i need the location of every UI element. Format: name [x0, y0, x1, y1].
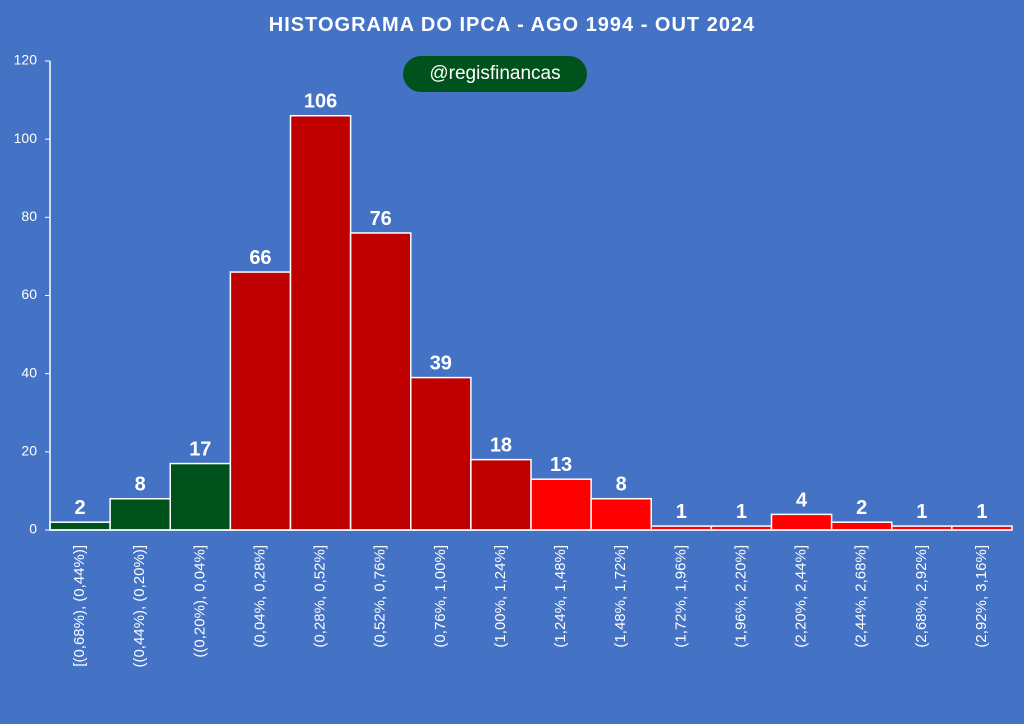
- category-label: (0,28%, 0,52%]: [312, 545, 329, 648]
- histogram-bar: [590, 497, 652, 531]
- data-label: 4: [796, 489, 808, 511]
- category-label: (0,04%, 0,28%]: [251, 545, 268, 648]
- histogram-bar: [49, 521, 111, 531]
- category-label: (0,52%, 0,76%]: [372, 545, 389, 648]
- y-tick-label: 20: [21, 443, 37, 459]
- data-label: 1: [916, 501, 927, 523]
- category-label: ((0,20%), 0,04%]: [191, 545, 208, 658]
- axes-layer: 0 20 40 60 80 100 120: [14, 52, 1012, 537]
- histogram-bar: [770, 513, 833, 531]
- data-label: 2: [856, 497, 867, 519]
- histogram-bar: [530, 478, 592, 531]
- y-tick-label: 80: [21, 208, 37, 224]
- category-label: (1,72%, 1,96%]: [672, 545, 689, 648]
- category-label: (2,68%, 2,92%]: [913, 545, 930, 648]
- handle-badge: @regisfinancas: [403, 56, 587, 92]
- data-label: 1: [976, 501, 987, 523]
- chart-title: HISTOGRAMA DO IPCA - AGO 1994 - OUT 2024: [268, 14, 756, 36]
- category-label: (1,96%, 2,20%]: [732, 545, 749, 648]
- histogram-bar: [410, 376, 472, 531]
- category-label: (1,24%, 1,48%]: [552, 545, 569, 648]
- data-label: 76: [370, 208, 392, 230]
- data-label: 1: [736, 501, 747, 523]
- category-label: (1,48%, 1,72%]: [612, 545, 629, 648]
- category-label: (2,20%, 2,44%]: [793, 545, 810, 648]
- bars-layer: [49, 114, 1013, 531]
- data-label: 106: [304, 91, 337, 113]
- data-label: 8: [135, 474, 146, 496]
- category-label: (0,76%, 1,00%]: [432, 545, 449, 648]
- data-label: 18: [490, 435, 512, 457]
- data-label: 66: [249, 247, 271, 269]
- histogram-bar: [229, 271, 292, 531]
- histogram-bar: [470, 458, 532, 531]
- category-label: ((0,44%), (0,20%)]: [131, 545, 148, 668]
- histogram-bar: [169, 462, 232, 531]
- histogram-bar: [830, 521, 893, 531]
- category-label: (2,92%, 3,16%]: [973, 545, 990, 648]
- category-label: (2,44%, 2,68%]: [853, 545, 870, 648]
- category-label: [(0,68%), (0,44%)]: [71, 545, 88, 667]
- labels-layer: 2[(0,68%), (0,44%)]8((0,44%), (0,20%)]17…: [71, 91, 990, 668]
- category-label: (1,00%, 1,24%]: [492, 545, 509, 648]
- y-tick-label: 40: [21, 364, 37, 380]
- histogram-bar: [349, 232, 412, 531]
- y-tick-label: 120: [14, 52, 38, 68]
- data-label: 1: [676, 501, 687, 523]
- y-tick-label: 60: [21, 286, 37, 302]
- y-tick-label: 0: [29, 521, 37, 537]
- data-label: 39: [430, 353, 452, 375]
- histogram-bar: [289, 114, 352, 531]
- data-label: 17: [189, 439, 211, 461]
- data-label: 13: [550, 454, 572, 476]
- y-tick-label: 100: [14, 130, 38, 146]
- histogram-bar: [109, 497, 171, 531]
- data-label: 8: [616, 474, 627, 496]
- data-label: 2: [75, 497, 86, 519]
